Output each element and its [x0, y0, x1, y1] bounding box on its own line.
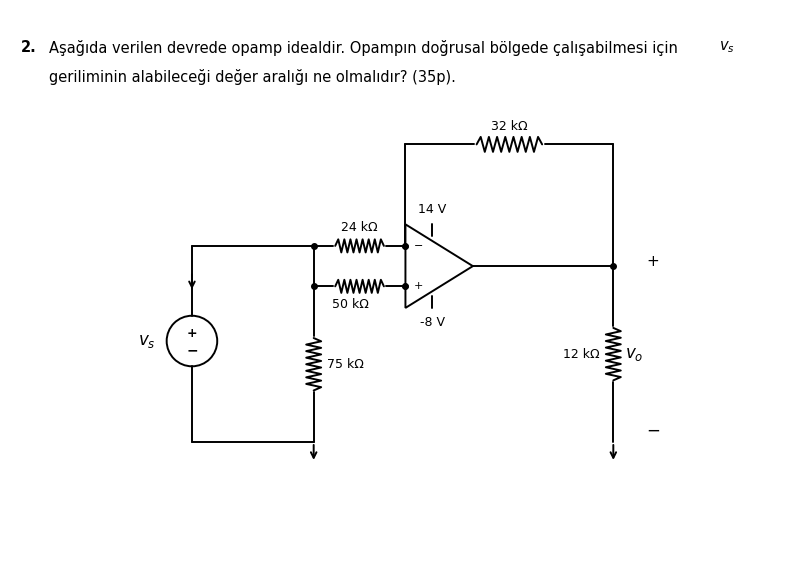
Text: 2.: 2.: [21, 40, 36, 54]
Text: 50 kΩ: 50 kΩ: [332, 298, 369, 311]
Text: 14 V: 14 V: [418, 203, 446, 216]
Text: $v_s$: $v_s$: [719, 40, 735, 55]
Text: 24 kΩ: 24 kΩ: [342, 221, 378, 234]
Text: 75 kΩ: 75 kΩ: [326, 358, 364, 371]
Text: $\boldsymbol{v_o}$: $\boldsymbol{v_o}$: [625, 345, 643, 363]
Text: 32 kΩ: 32 kΩ: [491, 120, 528, 133]
Text: Aşağıda verilen devrede opamp idealdir. Opampın doğrusal bölgede çalışabilmesi i: Aşağıda verilen devrede opamp idealdir. …: [49, 40, 678, 55]
Text: geriliminin alabileceği değer aralığı ne olmalıdır? (35p).: geriliminin alabileceği değer aralığı ne…: [49, 69, 455, 85]
Text: −: −: [414, 241, 423, 251]
Text: 12 kΩ: 12 kΩ: [562, 347, 599, 360]
Text: -8 V: -8 V: [420, 316, 445, 329]
Text: +: +: [646, 254, 659, 269]
Text: $v_s$: $v_s$: [138, 332, 156, 350]
Text: +: +: [414, 281, 423, 292]
Text: −: −: [186, 344, 198, 358]
Text: −: −: [646, 422, 660, 440]
Text: +: +: [186, 327, 198, 340]
